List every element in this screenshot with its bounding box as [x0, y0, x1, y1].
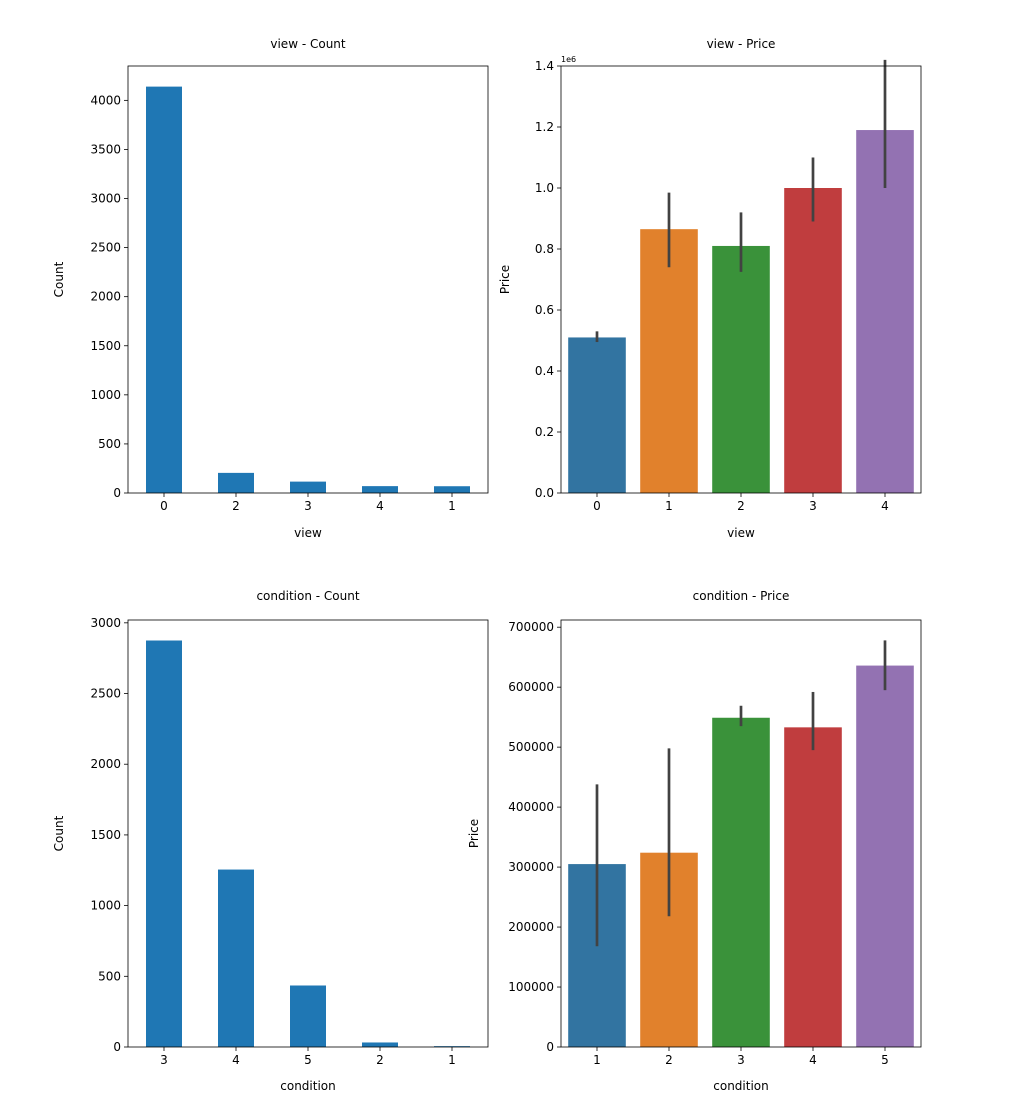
chart-1-xtick-label-2: 2 — [737, 499, 745, 513]
chart-2-xtick-label-2: 2 — [376, 1053, 384, 1067]
chart-0-xtick-label-1: 1 — [448, 499, 456, 513]
chart-0-bar-3 — [290, 481, 326, 493]
chart-0-bar-0 — [146, 86, 182, 493]
chart-1-bar-0 — [568, 337, 626, 493]
chart-3-ytick-label-600000: 600000 — [508, 680, 554, 694]
chart-2-ytick-label-1000: 1000 — [90, 899, 121, 913]
chart-3-bar-3 — [712, 717, 770, 1047]
chart-view-count: 0 2 3 4 1 0 500 1000 1500 2000 2500 3000 3500 4000 vie… — [52, 37, 489, 540]
chart-3-ylabel: Price — [467, 819, 481, 848]
chart-2-ylabel: Count — [52, 815, 66, 851]
chart-0-ytick-label-1500: 1500 — [90, 339, 121, 353]
chart-2-ytick-label-500: 500 — [98, 969, 121, 983]
chart-0-ytick-label-0: 0 — [113, 486, 121, 500]
chart-0-ytick-label-500: 500 — [98, 437, 121, 451]
chart-1-ylabel: Price — [498, 265, 512, 294]
chart-0-title: view - Count — [270, 37, 346, 51]
chart-1-xtick-label-0: 0 — [593, 499, 601, 513]
chart-2-xtick-label-1: 1 — [448, 1053, 456, 1067]
chart-1-scale-label: 1e6 — [561, 55, 576, 64]
chart-condition-price: 1 2 3 4 5 0 100000 200000 300000 400000 500000 6000… — [467, 589, 922, 1093]
chart-0-xtick-label-4: 4 — [376, 499, 384, 513]
chart-0-bar-4 — [362, 486, 398, 493]
chart-0-ytick-label-1000: 1000 — [90, 388, 121, 402]
chart-3-title: condition - Price — [693, 589, 790, 603]
chart-1-ytick-label-0-6: 0.6 — [535, 303, 554, 317]
chart-0-ytick-label-3500: 3500 — [90, 142, 121, 156]
chart-3-xtick-label-4: 4 — [809, 1053, 817, 1067]
chart-3-xtick-label-3: 3 — [737, 1053, 745, 1067]
chart-1-xtick-label-1: 1 — [665, 499, 673, 513]
chart-0-ytick-label-4000: 4000 — [90, 93, 121, 107]
chart-0-ylabel: Count — [52, 261, 66, 297]
chart-1-bar-1 — [640, 229, 698, 494]
chart-2-ytick-label-3000: 3000 — [90, 616, 121, 630]
chart-1-ytick-label-0-2: 0.2 — [535, 425, 554, 439]
chart-2-ytick-label-2500: 2500 — [90, 687, 121, 701]
chart-0-xtick-label-3: 3 — [304, 499, 312, 513]
chart-3-xlabel: condition — [713, 1079, 768, 1093]
chart-view-price: 0 1 2 3 4 0.0 0.2 0.4 0.6 0.8 1.0 1.2 1.4 1e6 view - P… — [498, 37, 922, 540]
chart-3-ytick-label-700000: 700000 — [508, 620, 554, 634]
chart-0-ytick-label-3000: 3000 — [90, 192, 121, 206]
chart-2-title: condition - Count — [256, 589, 359, 603]
chart-0-ytick-label-2000: 2000 — [90, 290, 121, 304]
chart-3-xtick-label-5: 5 — [881, 1053, 889, 1067]
chart-0-ytick-label-2500: 2500 — [90, 241, 121, 255]
chart-1-xtick-label-3: 3 — [809, 499, 817, 513]
chart-2-ytick-label-2000: 2000 — [90, 757, 121, 771]
chart-3-xtick-label-2: 2 — [665, 1053, 673, 1067]
chart-3-ytick-label-100000: 100000 — [508, 980, 554, 994]
chart-2-ytick-label-1500: 1500 — [90, 828, 121, 842]
chart-2-ytick-label-0: 0 — [113, 1040, 121, 1054]
chart-3-bar-4 — [784, 727, 842, 1047]
chart-1-bar-3 — [784, 188, 842, 493]
chart-0-bar-2 — [218, 472, 254, 493]
chart-1-xtick-label-4: 4 — [881, 499, 889, 513]
chart-1-title: view - Price — [707, 37, 776, 51]
chart-3-xtick-label-1: 1 — [593, 1053, 601, 1067]
chart-1-ytick-label-1-2: 1.2 — [535, 120, 554, 134]
chart-3-ytick-label-0: 0 — [546, 1040, 554, 1054]
chart-1-xlabel: view — [727, 526, 755, 540]
chart-0-xlabel: view — [294, 526, 322, 540]
chart-1-ytick-label-1-4: 1.4 — [535, 59, 554, 73]
chart-3-ytick-label-300000: 300000 — [508, 860, 554, 874]
chart-2-bar-3 — [146, 640, 182, 1047]
chart-2-xtick-label-4: 4 — [232, 1053, 240, 1067]
chart-1-ytick-label-0-8: 0.8 — [535, 242, 554, 256]
chart-1-ytick-label-0-4: 0.4 — [535, 364, 554, 378]
chart-1-ytick-label-1-0: 1.0 — [535, 181, 554, 195]
chart-3-ytick-label-500000: 500000 — [508, 740, 554, 754]
chart-0-xtick-label-0: 0 — [160, 499, 168, 513]
chart-0-bar-1 — [434, 486, 470, 493]
chart-condition-count: 3 4 5 2 1 0 500 1000 1500 2000 2500 3000 condition -… — [52, 589, 489, 1093]
chart-2-xlabel: condition — [280, 1079, 335, 1093]
chart-3-ytick-label-400000: 400000 — [508, 800, 554, 814]
chart-3-ytick-label-200000: 200000 — [508, 920, 554, 934]
chart-2-bar-1 — [434, 1046, 470, 1047]
chart-3-bar-5 — [856, 665, 914, 1047]
chart-2-xtick-label-3: 3 — [160, 1053, 168, 1067]
chart-1-bar-4 — [856, 130, 914, 494]
chart-2-bar-2 — [362, 1042, 398, 1047]
chart-1-bar-2 — [712, 245, 770, 493]
chart-2-xtick-label-5: 5 — [304, 1053, 312, 1067]
chart-0-xtick-label-2: 2 — [232, 499, 240, 513]
chart-2-bar-5 — [290, 985, 326, 1047]
chart-2-bar-4 — [218, 869, 254, 1047]
chart-1-ytick-label-0-0: 0.0 — [535, 486, 554, 500]
